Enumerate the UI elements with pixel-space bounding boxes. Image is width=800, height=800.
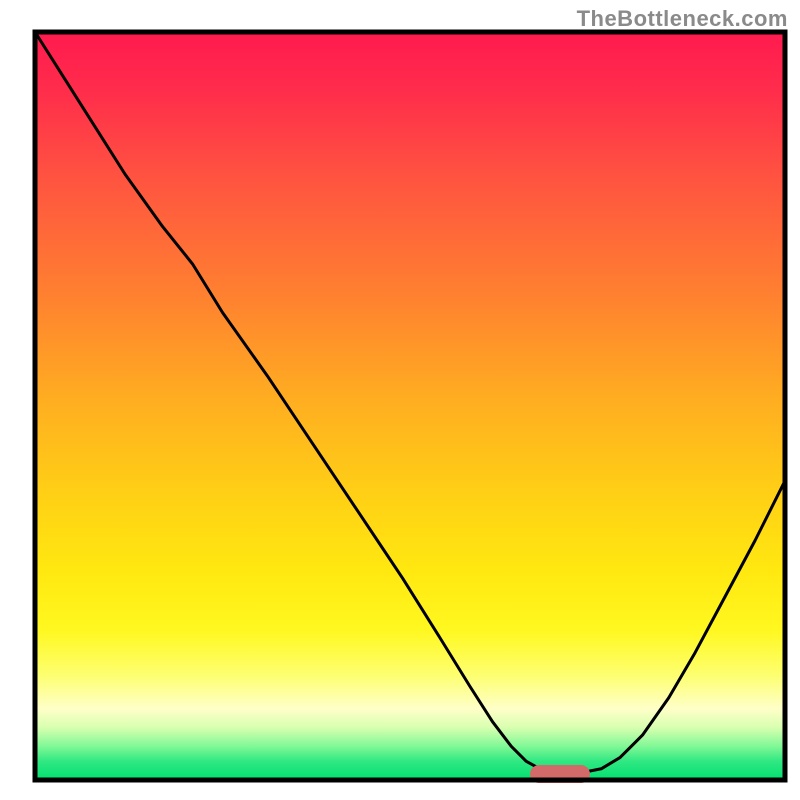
bottleneck-chart [0, 0, 800, 800]
chart-container: TheBottleneck.com [0, 0, 800, 800]
watermark-text: TheBottleneck.com [577, 6, 788, 32]
gradient-background [35, 32, 785, 780]
